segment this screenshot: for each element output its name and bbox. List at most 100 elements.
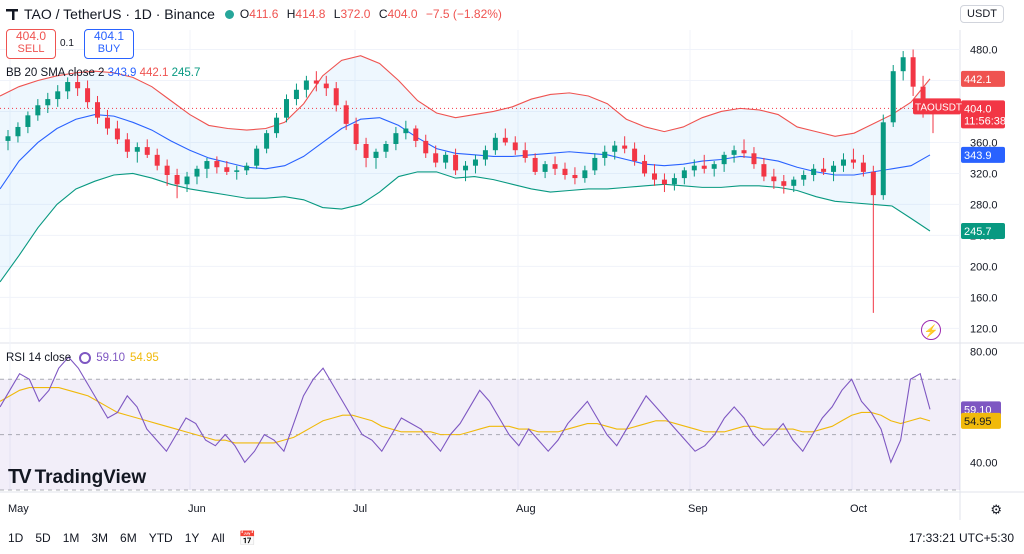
price-label-bg <box>961 100 1005 129</box>
chart-header: TAO / TetherUS · 1D · Binance O411.6 H41… <box>0 0 960 28</box>
rsi-legend[interactable]: RSI 14 close 59.10 54.95 <box>6 352 159 364</box>
candle <box>711 161 717 177</box>
tradingview-mark-icon: TV <box>8 466 32 488</box>
candle-body <box>532 157 538 172</box>
tao-logo-icon <box>6 9 18 20</box>
candle <box>821 157 827 175</box>
candle-body <box>522 150 528 158</box>
candle <box>463 161 469 182</box>
range-button-5d[interactable]: 5D <box>35 531 51 545</box>
candle-body <box>582 170 588 179</box>
candle-body <box>333 88 339 106</box>
candle-body <box>821 168 827 172</box>
candle-body <box>562 168 568 175</box>
calendar-icon[interactable]: 📅 <box>238 529 257 546</box>
buy-button[interactable]: 404.1 BUY <box>84 29 134 59</box>
candle-body <box>443 154 449 163</box>
candle-body <box>5 136 11 141</box>
candle-body <box>552 164 558 169</box>
candle-body <box>55 91 61 100</box>
candle <box>95 95 101 124</box>
candle-body <box>811 168 817 175</box>
candle-body <box>632 148 638 162</box>
candle-body <box>860 162 866 172</box>
bb-upper-line <box>0 55 931 137</box>
candle-body <box>681 170 687 179</box>
sell-button[interactable]: 404.0 SELL <box>6 29 56 59</box>
candle-body <box>880 122 886 196</box>
candle-body <box>612 145 618 152</box>
candle-body <box>741 150 747 154</box>
candle-body <box>721 154 727 165</box>
candle-body <box>433 153 439 163</box>
range-button-1m[interactable]: 1M <box>62 531 80 545</box>
candle <box>612 140 618 160</box>
candle <box>254 145 260 169</box>
candle <box>890 64 896 127</box>
symbol-label-text: TAOUSDT <box>915 102 962 113</box>
candle <box>204 157 210 179</box>
candle <box>781 174 787 194</box>
candle <box>741 139 747 158</box>
candle <box>403 120 409 140</box>
candle-body <box>453 154 459 171</box>
candle <box>860 154 866 177</box>
rsi-tick-label: 80.00 <box>970 347 998 359</box>
candle <box>632 142 638 166</box>
candle-body <box>661 179 667 185</box>
candle <box>652 164 658 186</box>
range-button-3m[interactable]: 3M <box>91 531 109 545</box>
range-button-1y[interactable]: 1Y <box>184 531 200 545</box>
candle-body <box>224 167 230 172</box>
candle-body <box>691 165 697 171</box>
candle <box>413 125 419 148</box>
clock-readout[interactable]: 17:33:21 UTC+5:30 <box>908 531 1014 545</box>
candle <box>393 126 399 151</box>
candle <box>174 168 180 199</box>
candle-body <box>910 57 916 87</box>
range-button-ytd[interactable]: YTD <box>148 531 173 545</box>
x-tick-label: Sep <box>688 503 708 515</box>
candle <box>65 77 71 100</box>
candle <box>472 154 478 174</box>
bb-lower-line <box>0 171 931 283</box>
candle-body <box>264 133 270 149</box>
candle <box>532 153 538 175</box>
range-button-all[interactable]: All <box>211 531 225 545</box>
tradingview-logo[interactable]: TV TradingView <box>8 466 146 489</box>
candle <box>124 133 130 158</box>
y-tick-label: 320.0 <box>970 168 998 180</box>
rsi-price-label-text: 54.95 <box>964 416 992 428</box>
candle <box>592 153 598 175</box>
range-button-1d[interactable]: 1D <box>8 531 24 545</box>
candle <box>582 165 588 183</box>
candle-body <box>572 174 578 179</box>
x-tick-label: Jun <box>188 503 206 515</box>
candle <box>75 72 81 96</box>
candle <box>303 75 309 98</box>
candle <box>244 162 250 175</box>
indicator-settings-icon[interactable] <box>79 352 92 364</box>
x-tick-label: Aug <box>516 503 536 515</box>
candle <box>482 145 488 166</box>
candle-body <box>154 154 160 166</box>
lightning-icon[interactable]: ⚡ <box>921 320 941 340</box>
currency-selector[interactable]: USDT <box>960 5 1004 23</box>
chart-settings-icon[interactable]: ⚙ <box>990 502 1002 517</box>
candle-body <box>602 151 608 158</box>
candle-body <box>95 102 101 118</box>
bb-legend[interactable]: BB 20 SMA close 2 343.9 442.1 245.7 <box>6 67 200 79</box>
candle <box>433 145 439 168</box>
candle-body <box>900 57 906 72</box>
candle-body <box>423 140 429 154</box>
candle-body <box>25 115 31 127</box>
candle <box>522 142 528 163</box>
price-label: 442.1 <box>961 70 1005 87</box>
candle <box>443 151 449 169</box>
symbol-title[interactable]: TAO / TetherUS · 1D · Binance <box>24 6 215 22</box>
bb-lower-value: 245.7 <box>171 67 201 79</box>
range-button-6m[interactable]: 6M <box>120 531 137 545</box>
candle-body <box>164 165 170 175</box>
candle <box>184 171 190 193</box>
